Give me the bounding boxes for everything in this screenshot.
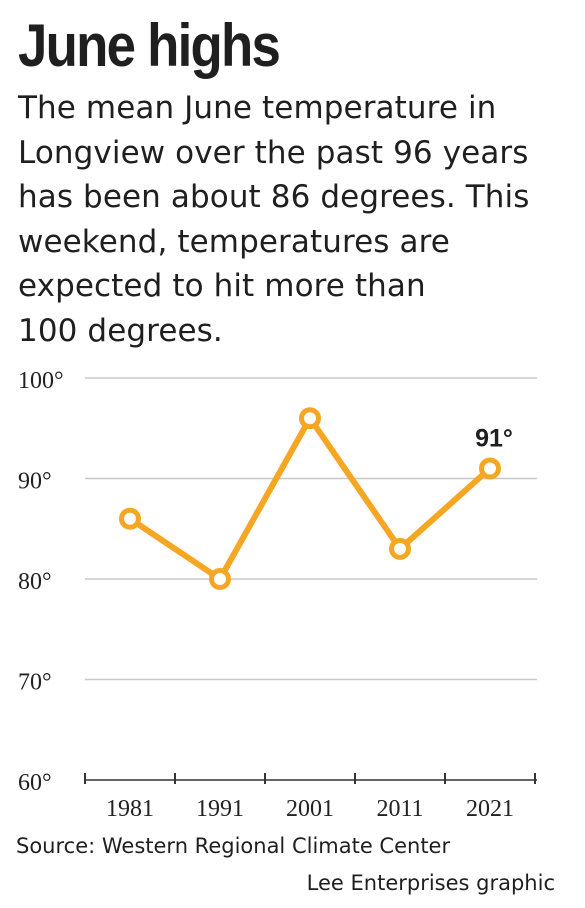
data-label: 91° [475,424,513,452]
subtitle-line: 100 degrees. [18,312,223,349]
x-tick-label: 2001 [286,796,334,822]
x-tick-label: 2021 [466,796,514,822]
data-point [299,407,321,430]
data-point [479,457,501,480]
data-point [119,507,141,530]
series-line [127,415,493,582]
x-tick-label: 1991 [196,796,244,822]
line-chart: 60° 70° 80° 90° 100° 1981 1991 2001 2011 2021 91° [18,368,537,822]
x-tick-label: 2011 [376,796,423,822]
subtitle-line: The mean June temperature in [18,90,497,126]
subtitle-line: weekend, temperatures are [18,223,450,260]
subtitle-line: has been about 86 degrees. This [18,179,530,216]
source-note: Source: Western Regional Climate Center [16,834,451,858]
chart-subtitle: The mean June temperature in Longview ov… [18,86,578,354]
data-point [389,537,411,560]
x-tick-label: 1981 [106,796,154,822]
y-tick-label: 90° [18,469,52,495]
data-point [209,568,231,590]
y-tick-label: 60° [18,770,52,796]
chart-title: June highs [18,12,281,79]
y-tick-label: 70° [18,670,52,696]
y-tick-label: 100° [18,368,64,394]
subtitle-line: expected to hit more than [18,268,426,305]
y-tick-label: 80° [18,569,52,595]
credit-note: Lee Enterprises graphic [306,871,555,895]
subtitle-line: Longview over the past 96 years [18,134,529,171]
